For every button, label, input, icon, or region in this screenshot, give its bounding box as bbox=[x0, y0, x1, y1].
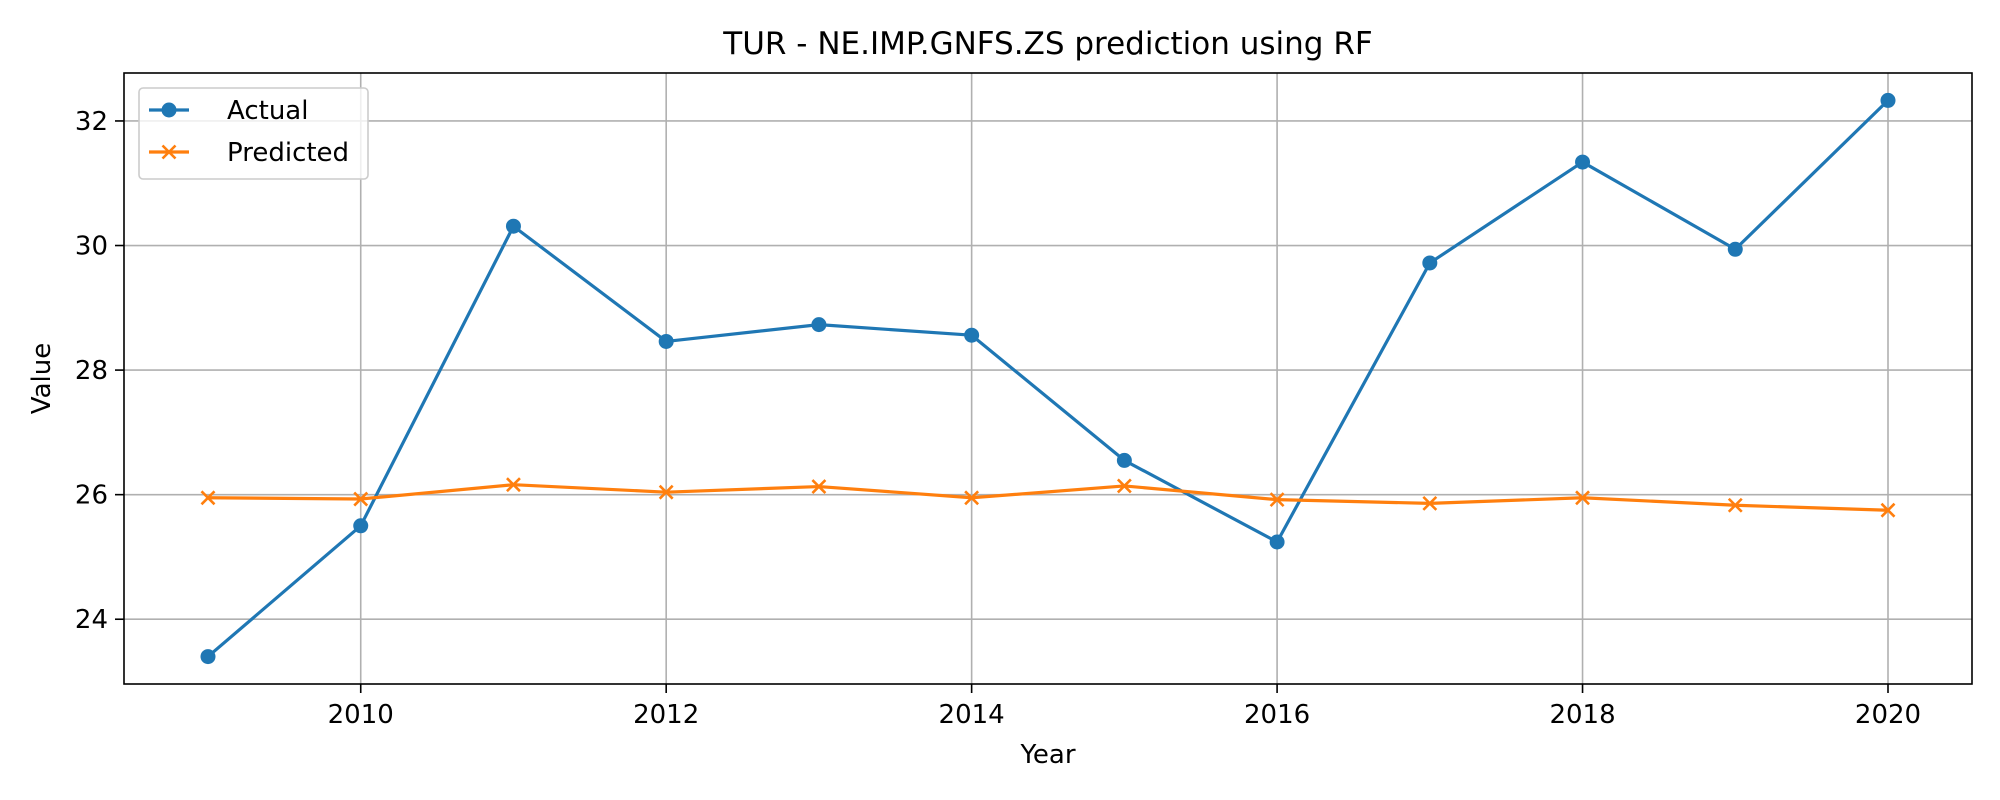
x-axis-label: Year bbox=[1019, 740, 1075, 770]
data-point-actual bbox=[1269, 534, 1285, 550]
legend-label-predicted: Predicted bbox=[227, 138, 349, 168]
legend-box bbox=[138, 87, 369, 180]
data-point-actual bbox=[1422, 255, 1438, 271]
data-point-predicted bbox=[1880, 502, 1896, 518]
series-layer bbox=[200, 92, 1896, 665]
data-point-actual bbox=[658, 333, 674, 349]
axis-ticks: 2010 2012 2014 2016 2018 2020 24 26 28 30 32 bbox=[75, 107, 1921, 730]
data-point-actual bbox=[1575, 154, 1591, 170]
data-point-predicted bbox=[506, 477, 521, 493]
data-point-predicted bbox=[353, 491, 369, 507]
x-tick-label: 2014 bbox=[939, 700, 1005, 730]
data-point-actual bbox=[1727, 241, 1743, 257]
data-point-actual bbox=[200, 649, 216, 665]
y-tick-label: 26 bbox=[75, 481, 108, 511]
data-point-predicted bbox=[964, 490, 980, 506]
data-point-predicted bbox=[1575, 490, 1590, 506]
data-point-predicted bbox=[1269, 492, 1285, 508]
data-point-predicted bbox=[811, 479, 827, 494]
y-tick-label: 32 bbox=[75, 107, 108, 137]
x-tick-label: 2020 bbox=[1855, 700, 1921, 730]
data-point-actual bbox=[505, 218, 521, 234]
y-tick-label: 24 bbox=[75, 605, 108, 635]
data-point-predicted bbox=[1422, 495, 1438, 511]
x-tick-label: 2012 bbox=[633, 700, 699, 730]
data-point-actual bbox=[1880, 92, 1896, 108]
y-tick-label: 30 bbox=[75, 232, 108, 262]
y-axis-label: Value bbox=[27, 343, 57, 414]
legend-marker-predicted bbox=[161, 144, 177, 160]
series-line-actual bbox=[206, 99, 1890, 658]
data-point-predicted bbox=[658, 484, 674, 500]
x-tick-label: 2010 bbox=[328, 700, 394, 730]
legend-marker-actual bbox=[161, 102, 177, 118]
y-tick-label: 28 bbox=[75, 356, 108, 386]
data-point-actual bbox=[811, 317, 827, 333]
series-line-predicted bbox=[207, 483, 1889, 512]
data-point-actual bbox=[964, 327, 980, 343]
legend: Actual Predicted bbox=[138, 87, 369, 180]
x-tick-label: 2016 bbox=[1244, 700, 1310, 730]
legend-label-actual: Actual bbox=[227, 96, 308, 126]
grid-lines bbox=[124, 73, 1972, 684]
x-tick-label: 2018 bbox=[1549, 700, 1615, 730]
data-point-actual bbox=[353, 518, 369, 534]
plot-area-frame bbox=[123, 72, 1973, 685]
data-point-actual bbox=[1116, 452, 1132, 468]
data-point-predicted bbox=[1116, 478, 1132, 494]
data-point-predicted bbox=[1727, 497, 1743, 513]
chart-title: TUR - NE.IMP.GNFS.ZS prediction using RF bbox=[722, 26, 1372, 62]
data-point-predicted bbox=[200, 490, 216, 506]
